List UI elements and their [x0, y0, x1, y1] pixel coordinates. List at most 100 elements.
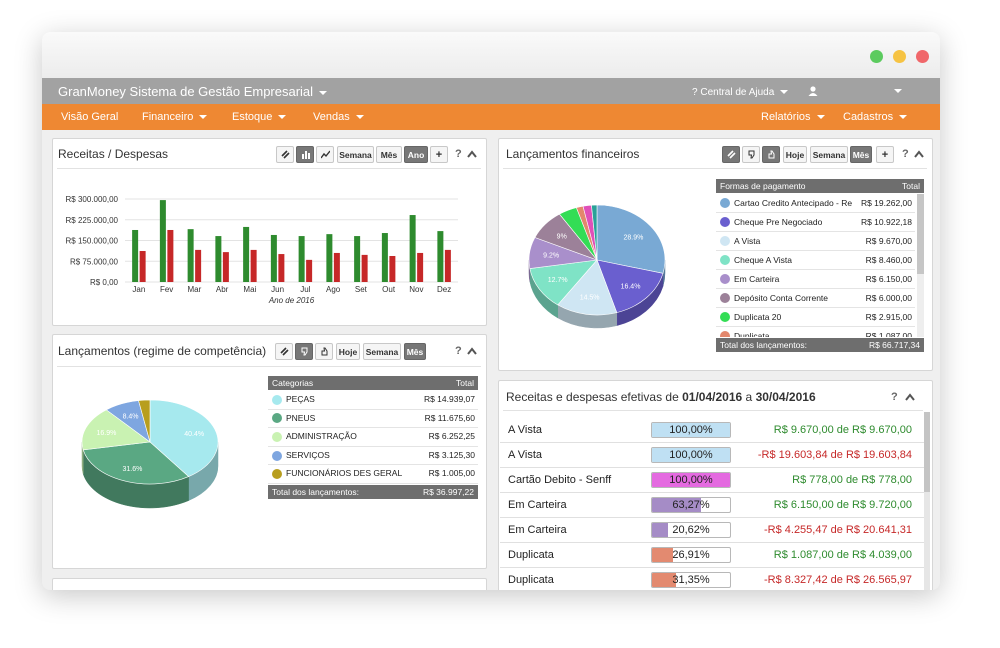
help-button[interactable]: ? — [455, 148, 462, 160]
effective-row[interactable]: A Vista 100,00% R$ 9.670,00 de R$ 9.670,00 — [500, 418, 924, 443]
progress-label: 26,91% — [672, 549, 710, 561]
bar — [243, 226, 250, 282]
scroll-thumb[interactable] — [917, 194, 924, 274]
bar — [333, 252, 340, 282]
pie-slice — [596, 259, 664, 313]
caret — [899, 115, 908, 120]
window-minimize[interactable] — [893, 50, 906, 63]
progress-label: 100,00% — [669, 449, 713, 461]
row-amount: R$ 1.087,00 de R$ 4.039,00 — [773, 549, 912, 561]
like-button[interactable] — [762, 146, 780, 163]
bar — [250, 249, 257, 282]
scroll-thumb[interactable] — [924, 412, 930, 492]
scrollbar[interactable] — [924, 412, 930, 590]
help-button[interactable]: ? — [902, 148, 909, 160]
table-row[interactable]: SERVIÇOS R$ 3.125,30 — [268, 446, 478, 466]
period-button[interactable]: Semana — [337, 146, 374, 163]
table-row[interactable]: Duplicata R$ 1.087,00 — [716, 327, 915, 337]
collapse-button[interactable] — [467, 150, 477, 158]
collapse-button[interactable] — [467, 347, 477, 355]
table-row[interactable]: PEÇAS R$ 14.939,07 — [268, 391, 478, 410]
pie-slice — [596, 204, 666, 274]
link-button[interactable] — [275, 343, 293, 360]
payment-table: Formas de pagamento Total Cartao Credito A… — [716, 179, 924, 353]
row-value: R$ 19.262,00 — [857, 194, 912, 212]
table-row[interactable]: Em Carteira R$ 6.150,00 — [716, 270, 915, 289]
table-row[interactable]: Duplicata 20 R$ 2.915,00 — [716, 308, 915, 327]
user-caret[interactable] — [894, 89, 902, 93]
add-button[interactable]: + — [876, 146, 894, 163]
period-button[interactable]: Mês — [376, 146, 402, 163]
window-close[interactable] — [916, 50, 929, 63]
progress-fill — [652, 448, 730, 462]
bar — [159, 200, 166, 282]
period-button[interactable]: Mês — [404, 343, 426, 360]
header-cell: Total — [902, 181, 920, 191]
window-zoom[interactable] — [870, 50, 883, 63]
row-name: Cheque Pre Negociado — [734, 217, 823, 227]
help-menu[interactable]: ? Central de Ajuda — [692, 87, 789, 98]
row-name: A Vista — [508, 449, 543, 461]
nav-item[interactable]: Estoque — [232, 111, 287, 123]
table-row[interactable]: FUNCIONÁRIOS DES GERAL R$ 1.005,00 — [268, 465, 478, 484]
x-tick-label: Jun — [271, 285, 284, 294]
dislike-button[interactable] — [295, 343, 313, 360]
bar-view-button[interactable] — [296, 146, 314, 163]
like-button[interactable] — [315, 343, 333, 360]
table-row[interactable]: Depósito Conta Corrente R$ 6.000,00 — [716, 289, 915, 308]
x-tick-label: Mar — [187, 285, 201, 294]
link-button[interactable] — [722, 146, 740, 163]
help-text: Central de Ajuda — [700, 87, 775, 98]
table-row[interactable]: A Vista R$ 9.670,00 — [716, 232, 915, 251]
user-icon[interactable] — [808, 86, 818, 96]
effective-row[interactable]: Em Carteira 63,27% R$ 6.150,00 de R$ 9.720… — [500, 493, 924, 518]
link-button[interactable] — [276, 146, 294, 163]
collapse-button[interactable] — [914, 150, 924, 158]
app-title[interactable]: GranMoney Sistema de Gestão Empresarial — [58, 84, 328, 99]
panel-title: Lançamentos (regime de competência) — [58, 344, 267, 358]
effective-row[interactable]: Duplicata 26,91% R$ 1.087,00 de R$ 4.039,0… — [500, 543, 924, 568]
dislike-button[interactable] — [742, 146, 760, 163]
table-row[interactable]: Cartao Credito Antecipado - Re R$ 19.262,… — [716, 194, 915, 213]
row-amount: R$ 9.670,00 de R$ 9.670,00 — [773, 424, 912, 436]
table-row[interactable]: PNEUS R$ 11.675,60 — [268, 409, 478, 429]
bar — [187, 229, 194, 282]
help-button[interactable]: ? — [891, 391, 898, 403]
footer-cell: R$ 36.997,22 — [422, 487, 474, 497]
scrollbar[interactable] — [917, 194, 924, 337]
nav-item[interactable]: Financeiro — [142, 111, 208, 123]
period-button[interactable]: Hoje — [783, 146, 807, 163]
table-header: Formas de pagamento Total — [716, 179, 924, 193]
collapse-button[interactable] — [905, 393, 915, 401]
table-row[interactable]: Cheque A Vista R$ 8.460,00 — [716, 251, 915, 270]
panel — [52, 578, 487, 590]
nav-item[interactable]: Relatórios — [761, 111, 825, 123]
bar — [278, 254, 285, 282]
nav-item[interactable]: Vendas — [313, 111, 364, 123]
color-swatch — [720, 331, 730, 337]
progress-fill — [652, 498, 702, 512]
period-button[interactable]: Semana — [810, 146, 848, 163]
effective-row[interactable]: Duplicata 31,35% -R$ 8.327,42 de R$ 26.565… — [500, 568, 924, 590]
period-button[interactable]: Hoje — [336, 343, 360, 360]
pie-slice — [138, 399, 151, 443]
nav-item[interactable]: Cadastros — [843, 111, 908, 123]
nav-item[interactable]: Visão Geral — [61, 111, 119, 123]
title-date: 01/04/2016 — [682, 390, 743, 404]
header-cell: Categorias — [272, 378, 314, 388]
effective-row[interactable]: Cartão Debito - Senff 100,00% R$ 778,00 de… — [500, 468, 924, 493]
period-button[interactable]: Semana — [363, 343, 401, 360]
row-name: Cheque A Vista — [734, 255, 792, 265]
add-button[interactable]: + — [430, 146, 448, 163]
y-tick-label: R$ 75.000,00 — [70, 257, 119, 266]
help-button[interactable]: ? — [455, 345, 462, 357]
line-view-button[interactable] — [316, 146, 334, 163]
row-name: Em Carteira — [734, 274, 780, 284]
effective-row[interactable]: A Vista 100,00% -R$ 19.603,84 de R$ 19.603… — [500, 443, 924, 468]
table-row[interactable]: ADMINISTRAÇÃO R$ 6.252,25 — [268, 428, 478, 447]
table-row[interactable]: Cheque Pre Negociado R$ 10.922,18 — [716, 213, 915, 232]
period-button[interactable]: Ano — [404, 146, 428, 163]
effective-row[interactable]: Em Carteira 20,62% -R$ 4.255,47 de R$ 20.6… — [500, 518, 924, 543]
period-button[interactable]: Mês — [850, 146, 872, 163]
